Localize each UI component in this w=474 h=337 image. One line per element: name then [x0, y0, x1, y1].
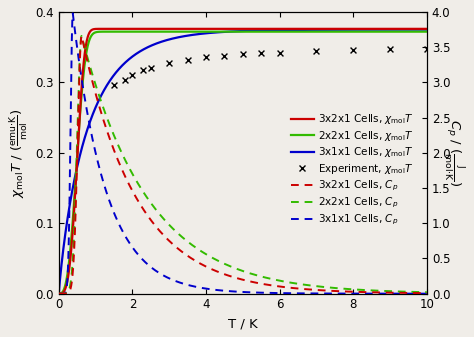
Point [165, 60, 173, 65]
Point [184, 57, 191, 63]
Point [276, 50, 283, 56]
Point [313, 49, 320, 54]
Point [239, 52, 246, 57]
Point [202, 54, 210, 60]
X-axis label: T / K: T / K [228, 317, 258, 330]
Point [110, 83, 118, 88]
Point [140, 68, 147, 73]
Point [349, 47, 357, 53]
Point [121, 77, 129, 82]
Y-axis label: $C_p$ / ($\frac{\mathrm{J}}{\mathrm{mol{\cdot}K}}$): $C_p$ / ($\frac{\mathrm{J}}{\mathrm{mol{… [442, 119, 467, 187]
Y-axis label: $\chi_{\mathrm{mol}}T$ / ($\frac{\mathrm{emu{\cdot}K}}{\mathrm{mol}}$): $\chi_{\mathrm{mol}}T$ / ($\frac{\mathrm… [7, 108, 30, 197]
Point [423, 46, 431, 51]
Point [128, 73, 136, 78]
Point [257, 51, 265, 56]
Point [386, 47, 394, 52]
Point [147, 65, 155, 70]
Legend: 3x2x1 Cells, $\chi_{\mathrm{mol}}T$, 2x2x1 Cells, $\chi_{\mathrm{mol}}T$, 3x1x1 : 3x2x1 Cells, $\chi_{\mathrm{mol}}T$, 2x2… [287, 108, 418, 231]
Point [221, 53, 228, 58]
